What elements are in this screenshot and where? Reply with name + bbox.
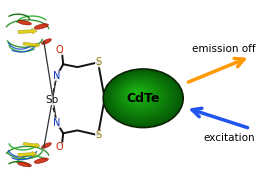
- Circle shape: [115, 77, 167, 115]
- Circle shape: [134, 91, 140, 96]
- Ellipse shape: [18, 162, 31, 167]
- Circle shape: [122, 83, 156, 108]
- Circle shape: [125, 85, 152, 105]
- Circle shape: [107, 71, 179, 124]
- Text: Sb: Sb: [45, 95, 58, 105]
- Text: N: N: [53, 71, 60, 81]
- Circle shape: [130, 88, 146, 100]
- Circle shape: [108, 73, 176, 122]
- Circle shape: [123, 83, 155, 107]
- FancyArrow shape: [23, 42, 40, 47]
- Text: excitation: excitation: [204, 133, 255, 143]
- Circle shape: [107, 72, 177, 123]
- Circle shape: [121, 82, 157, 108]
- Circle shape: [116, 78, 165, 115]
- Circle shape: [109, 73, 175, 122]
- Text: O: O: [55, 143, 63, 152]
- Circle shape: [133, 91, 141, 96]
- Circle shape: [120, 81, 160, 110]
- Ellipse shape: [0, 136, 53, 170]
- Circle shape: [128, 87, 148, 102]
- Circle shape: [134, 92, 138, 95]
- Circle shape: [130, 89, 144, 99]
- Text: emission off: emission off: [192, 44, 255, 54]
- Ellipse shape: [34, 158, 49, 163]
- FancyArrow shape: [23, 142, 40, 148]
- Text: CdTe: CdTe: [126, 92, 160, 105]
- FancyArrow shape: [18, 151, 37, 157]
- Circle shape: [103, 69, 183, 128]
- Circle shape: [124, 84, 154, 106]
- Circle shape: [127, 86, 149, 102]
- Circle shape: [111, 75, 171, 119]
- Circle shape: [112, 76, 170, 118]
- Circle shape: [111, 74, 173, 120]
- Circle shape: [105, 70, 181, 126]
- Circle shape: [125, 85, 151, 104]
- Circle shape: [132, 90, 142, 97]
- Circle shape: [117, 79, 163, 113]
- Circle shape: [114, 77, 168, 116]
- Text: O: O: [55, 45, 63, 55]
- Circle shape: [110, 74, 174, 121]
- Ellipse shape: [0, 17, 53, 51]
- Circle shape: [126, 86, 150, 103]
- Text: S: S: [95, 130, 101, 140]
- Circle shape: [120, 82, 158, 109]
- Circle shape: [116, 79, 164, 114]
- Text: S: S: [95, 57, 101, 67]
- Text: N: N: [53, 118, 60, 128]
- Ellipse shape: [34, 24, 49, 29]
- FancyArrow shape: [18, 29, 37, 34]
- Ellipse shape: [42, 143, 51, 148]
- Circle shape: [131, 89, 143, 98]
- Circle shape: [106, 71, 180, 125]
- Circle shape: [113, 76, 169, 117]
- Circle shape: [119, 80, 161, 111]
- Circle shape: [104, 70, 182, 127]
- Circle shape: [118, 80, 162, 112]
- Circle shape: [135, 92, 137, 94]
- Ellipse shape: [18, 20, 31, 25]
- Ellipse shape: [42, 39, 51, 44]
- Circle shape: [129, 88, 147, 101]
